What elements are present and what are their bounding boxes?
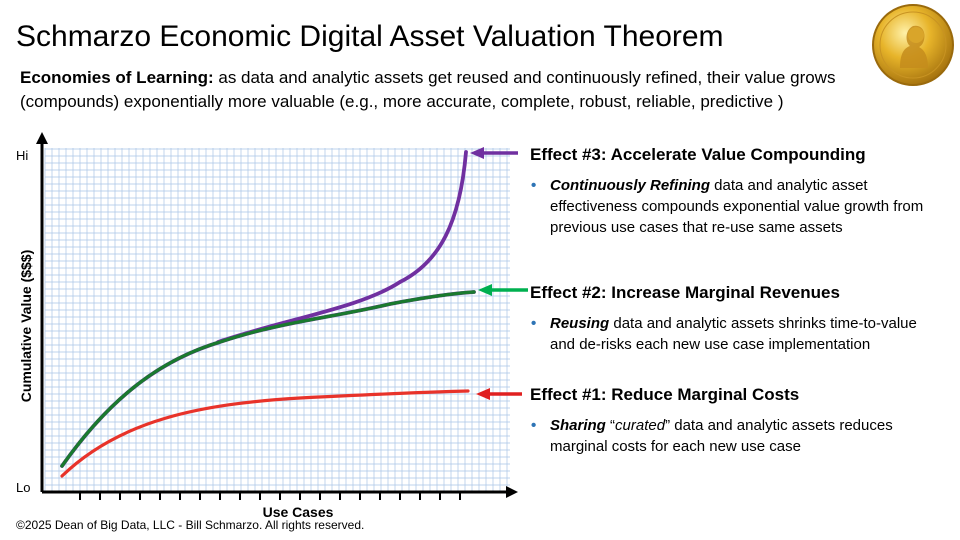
effect-1-text: ” data and analytic assets reduces margi… (550, 417, 893, 455)
chart-grid (44, 148, 510, 493)
effect-1-arrow-head (476, 388, 490, 400)
effect-3-arrow-head (470, 147, 484, 159)
bullet-icon: • (531, 177, 537, 194)
effect-3-text: data and analytic asset effectiveness co… (550, 177, 924, 236)
effect-1: Effect #1: Reduce Marginal Costs • Sharin… (530, 385, 950, 457)
effect-2-text: data and analytic assets shrinks time-to… (550, 315, 917, 353)
effect-2-keyword: Reusing (550, 315, 610, 332)
effect-2: Effect #2: Increase Marginal Revenues • R… (530, 283, 930, 355)
compounding-curve (216, 150, 468, 344)
bullet-icon: • (531, 417, 537, 434)
effect-3-title: Effect #3: Accelerate Value Compounding (530, 145, 866, 164)
effect-2-arrow-head (478, 284, 492, 296)
cost-curve (60, 389, 470, 478)
effect-1-keyword: Sharing (550, 417, 606, 434)
effect-3-bullet: • Continuously Refining data and analytic… (530, 175, 950, 238)
subtitle-lead: Economies of Learning: (20, 68, 214, 87)
effect-2-bullet: • Reusing data and analytic assets shrink… (530, 313, 930, 355)
revenue-curve (60, 290, 476, 468)
x-axis-arrowhead (506, 486, 518, 498)
effect-1-title: Effect #1: Reduce Marginal Costs (530, 385, 800, 404)
x-axis-title: Use Cases (263, 504, 334, 520)
subtitle-text: as data and analytic assets get reused a… (20, 68, 836, 111)
effect-1-text-mid: “ (605, 417, 616, 434)
effect-3: Effect #3: Accelerate Value Compounding … (530, 145, 950, 238)
copyright-footer: ©2025 Dean of Big Data, LLC - Bill Schma… (16, 518, 365, 532)
effect-2-title: Effect #2: Increase Marginal Revenues (530, 283, 840, 302)
nobel-medal-icon (872, 4, 954, 86)
page-title: Schmarzo Economic Digital Asset Valuatio… (16, 20, 724, 53)
chart-curves (60, 150, 476, 478)
y-axis-title: Cumulative Value ($$$) (18, 250, 34, 403)
y-axis-arrowhead (36, 132, 48, 144)
effect-1-quoted: curated (615, 417, 666, 434)
bullet-icon: • (531, 315, 537, 332)
effect-arrows (470, 147, 528, 400)
y-axis-hi-label: Hi (16, 148, 28, 163)
effect-3-keyword: Continuously Refining (550, 177, 710, 194)
subtitle: Economies of Learning: as data and analy… (20, 66, 910, 114)
effect-1-bullet: • Sharing “curated” data and analytic ass… (530, 415, 950, 457)
chart-axes (36, 132, 518, 500)
y-axis-lo-label: Lo (16, 480, 30, 495)
